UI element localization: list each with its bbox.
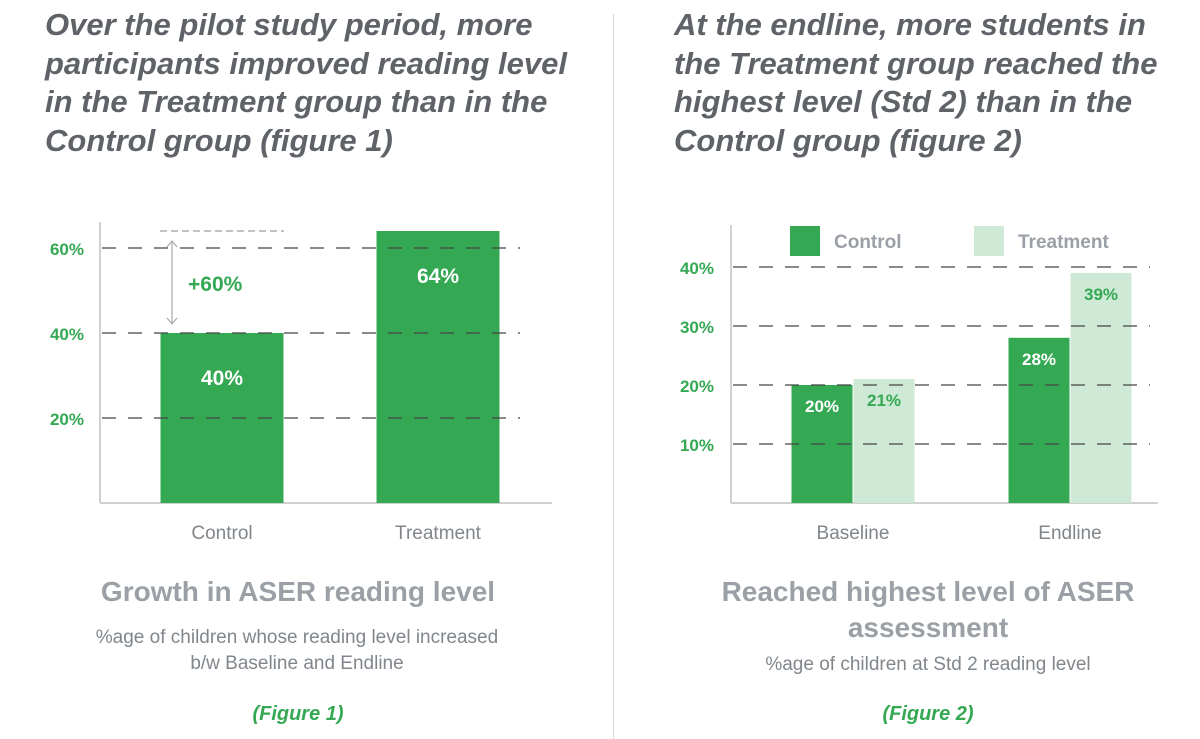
panel-figure-2: At the endline, more students in the Tre… (618, 0, 1200, 739)
chart-title-highest: Reached highest level of ASER assessment (721, 576, 1135, 643)
y-tick-label: 30% (680, 318, 714, 337)
legend-label-treatment: Treatment (1018, 232, 1109, 253)
headline-figure-2: At the endline, more students in the Tre… (674, 7, 1158, 158)
annotation-arrow-head-down (166, 317, 178, 325)
y-tick-label: 20% (680, 377, 714, 396)
legend-swatch-control (790, 226, 820, 256)
annotation-arrow-head-up (166, 240, 178, 248)
bar-treatment-endline (1070, 272, 1132, 503)
figure-1-label: (Figure 1) (252, 703, 344, 725)
bar-value-label: 21% (867, 391, 901, 410)
legend-label-control: Control (834, 232, 902, 253)
bar-treatment-baseline (853, 379, 915, 503)
y-tick-label: 40% (680, 259, 714, 278)
chart-subtitle-growth: %age of children whose reading level inc… (95, 627, 499, 674)
chart-growth-aser: 20% 40% 60% 40% Control 64% Treatment +60% (50, 222, 552, 544)
y-tick-label: 60% (50, 240, 84, 259)
bar-value-label: 64% (417, 265, 459, 288)
chart-highest-level: 10% 20% 30% 40% 20% 28% 21% 39% Baseline Endline C… (680, 225, 1158, 544)
bar-value-label: 39% (1084, 285, 1118, 304)
x-tick-label: Endline (1038, 523, 1101, 544)
bar-treatment (376, 231, 500, 503)
annotation-growth-label: +60% (188, 273, 243, 296)
bar-control-endline (1008, 337, 1070, 503)
y-tick-label: 10% (680, 436, 714, 455)
bar-value-label: 28% (1022, 350, 1056, 369)
y-tick-label: 40% (50, 325, 84, 344)
bar-value-label: 20% (805, 397, 839, 416)
legend-swatch-treatment (974, 226, 1004, 256)
panel-figure-1: Over the pilot study period, more partic… (45, 7, 567, 725)
figure-2-label: (Figure 2) (882, 703, 974, 725)
bar-value-label: 40% (201, 367, 243, 390)
x-tick-label: Control (191, 523, 252, 544)
chart-subtitle-highest: %age of children at Std 2 reading level (765, 654, 1091, 675)
x-tick-label: Treatment (395, 523, 482, 544)
headline-figure-1: Over the pilot study period, more partic… (45, 7, 567, 158)
panel-divider (613, 14, 614, 739)
chart-title-growth: Growth in ASER reading level (100, 576, 496, 607)
x-tick-label: Baseline (817, 523, 890, 544)
y-tick-label: 20% (50, 410, 84, 429)
